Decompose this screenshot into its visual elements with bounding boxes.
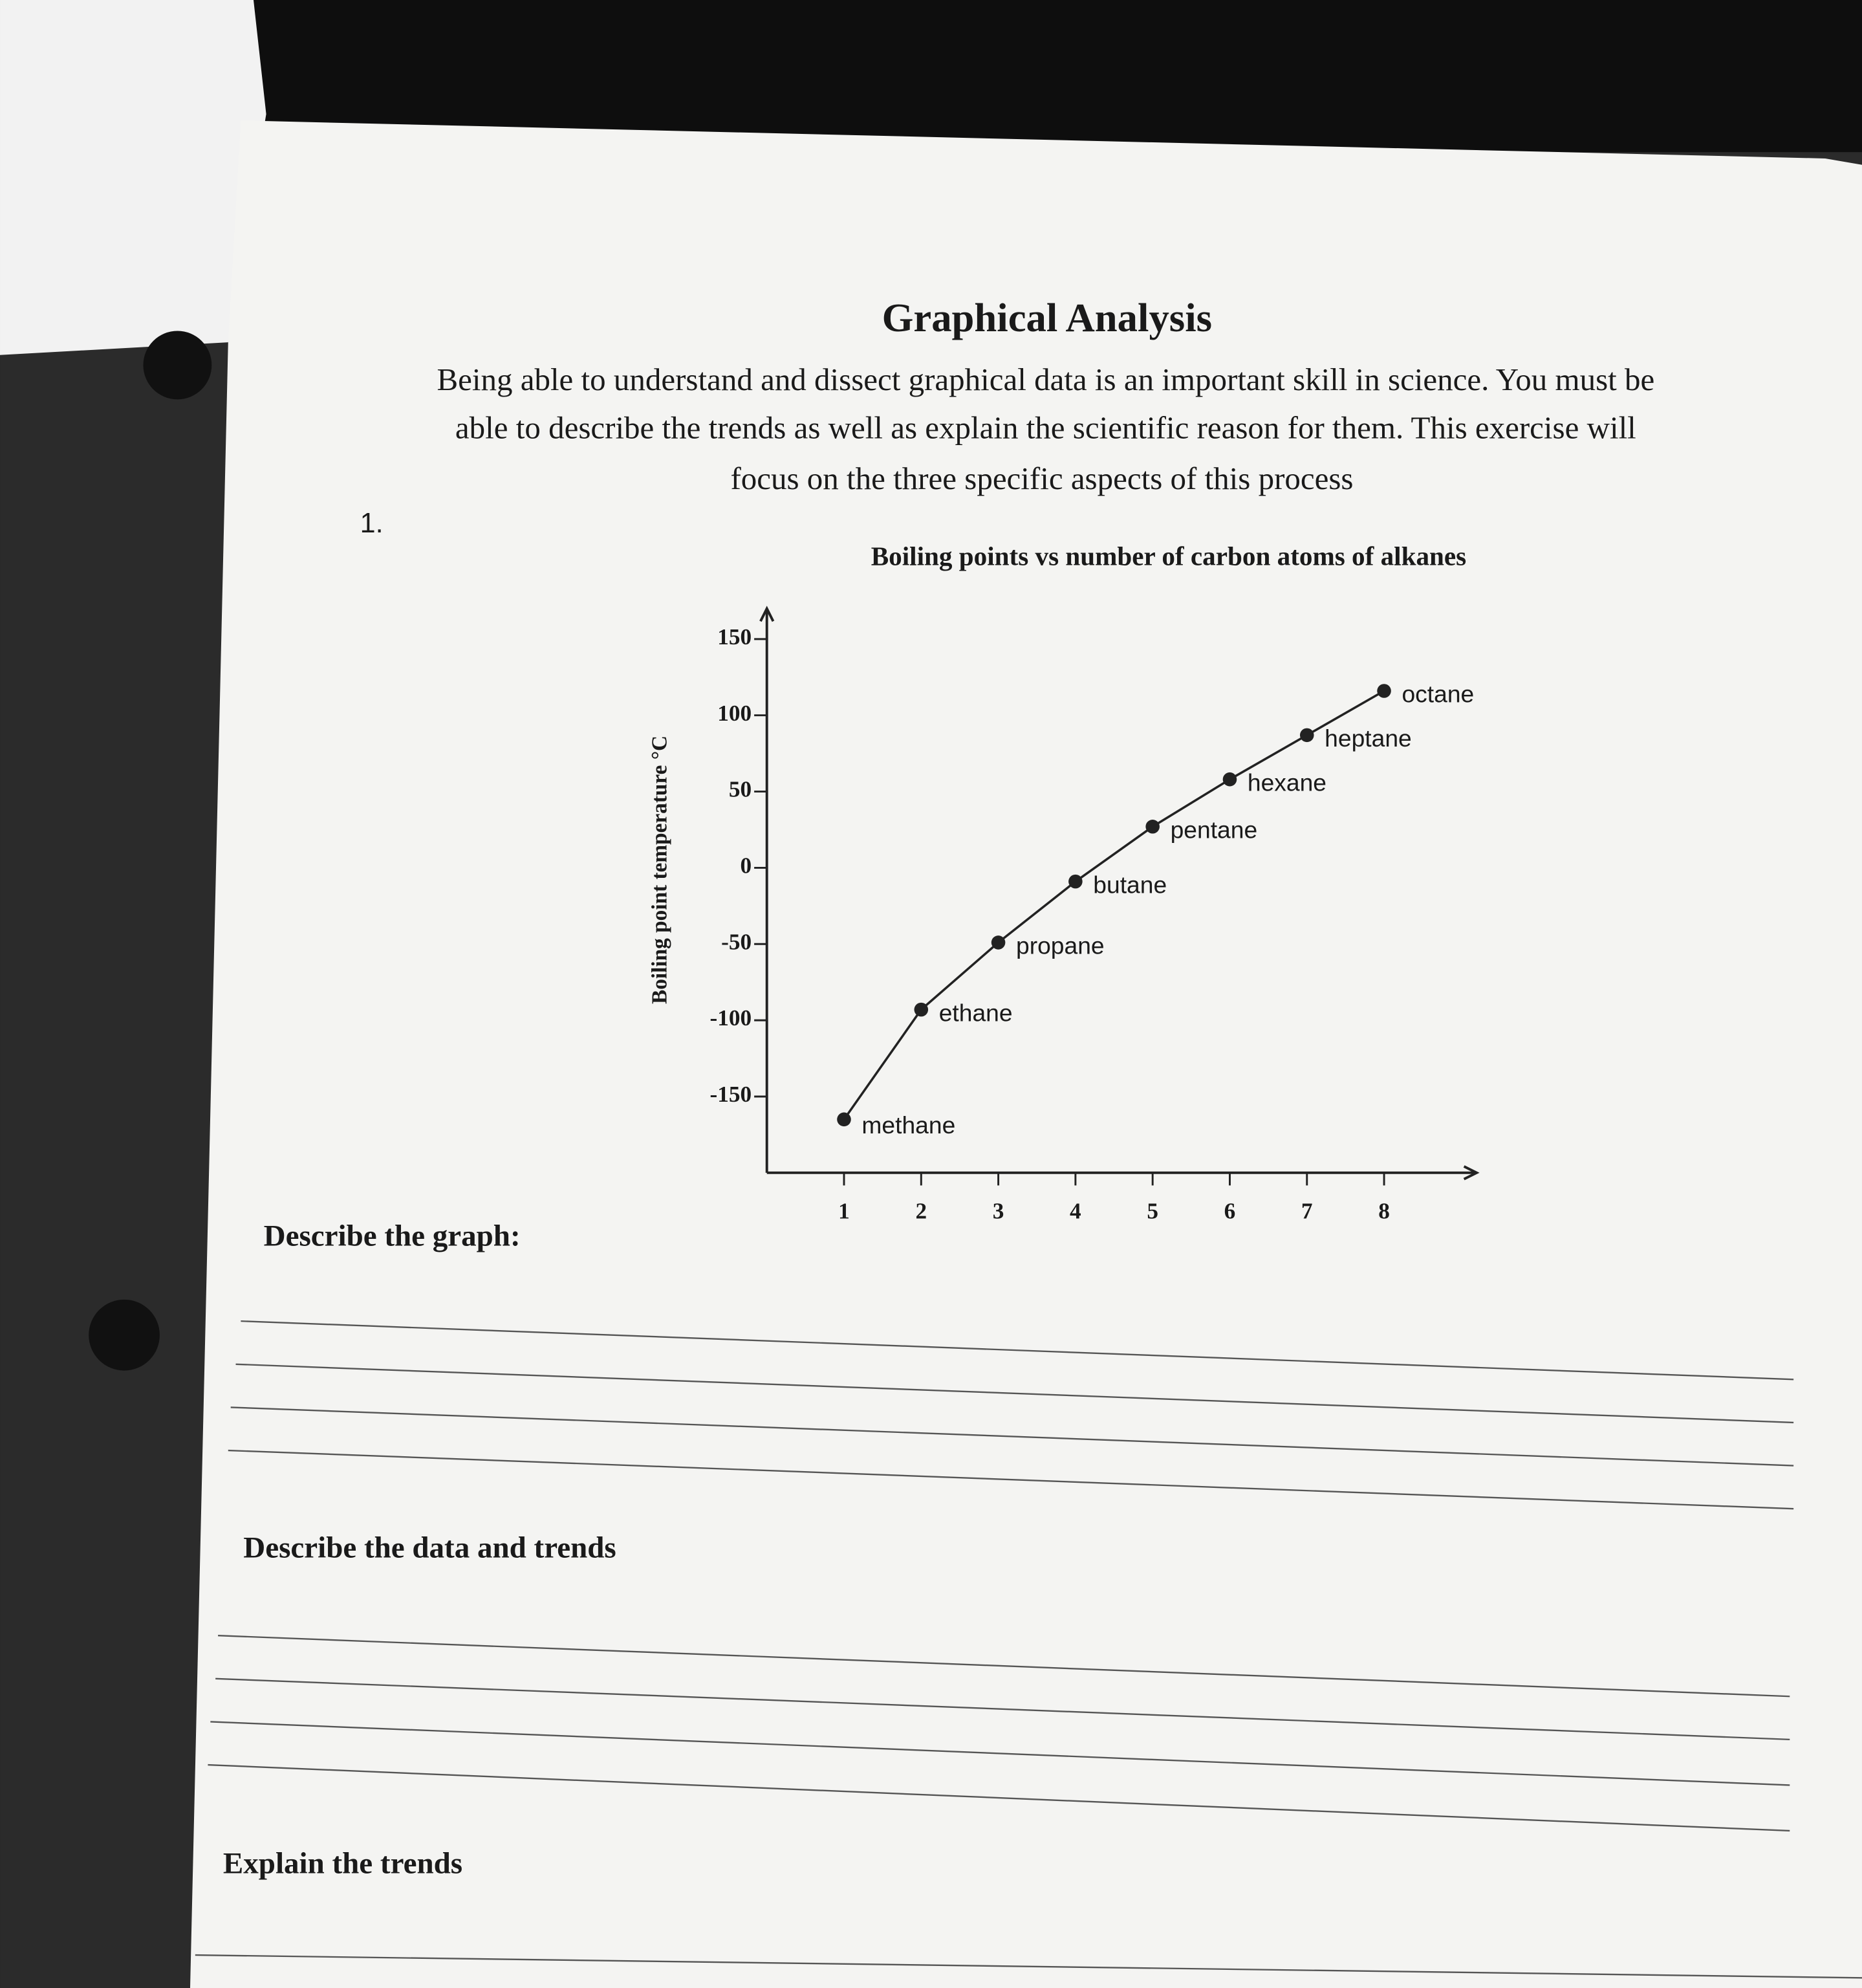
data-point bbox=[1222, 772, 1237, 787]
paper-corner bbox=[0, 0, 266, 355]
paper bbox=[189, 120, 1862, 1988]
point-label: octane bbox=[1402, 681, 1474, 708]
data-point bbox=[1068, 874, 1083, 889]
data-point bbox=[1299, 728, 1314, 743]
point-label: methane bbox=[861, 1111, 955, 1139]
data-point bbox=[837, 1112, 851, 1127]
x-tick-label: 3 bbox=[993, 1199, 1004, 1224]
data-point bbox=[1145, 819, 1160, 834]
point-label: hexane bbox=[1248, 769, 1326, 796]
point-label: heptane bbox=[1325, 725, 1412, 752]
point-label: propane bbox=[1016, 932, 1105, 959]
y-tick-label: 150 bbox=[717, 624, 752, 650]
intro-line: able to describe the trends as well as e… bbox=[455, 410, 1636, 446]
data-point bbox=[991, 935, 1006, 950]
y-tick-label: 50 bbox=[729, 777, 752, 802]
data-point bbox=[914, 1002, 929, 1017]
y-tick-label: -100 bbox=[710, 1005, 752, 1031]
title: Graphical Analysis bbox=[882, 295, 1212, 340]
x-tick-label: 5 bbox=[1147, 1199, 1158, 1224]
x-tick-label: 7 bbox=[1301, 1199, 1313, 1224]
chart-title: Boiling points vs number of carbon atoms… bbox=[871, 541, 1466, 571]
intro-line: Being able to understand and dissect gra… bbox=[437, 362, 1654, 397]
y-tick-label: -50 bbox=[721, 929, 752, 954]
point-label: ethane bbox=[939, 999, 1013, 1026]
prompt: Describe the graph: bbox=[264, 1219, 521, 1253]
data-point bbox=[1377, 684, 1391, 698]
point-label: butane bbox=[1093, 871, 1167, 898]
intro-line: focus on the three specific aspects of t… bbox=[730, 461, 1353, 496]
answer-lines bbox=[195, 1320, 1862, 1979]
punch-hole bbox=[89, 1299, 160, 1371]
y-tick-label: 100 bbox=[717, 701, 752, 726]
arrow bbox=[759, 606, 775, 622]
punch-hole bbox=[143, 331, 212, 400]
x-tick-label: 4 bbox=[1070, 1199, 1081, 1224]
x-tick-label: 8 bbox=[1378, 1199, 1390, 1224]
x-tick-label: 1 bbox=[838, 1199, 850, 1224]
question-number: 1. bbox=[360, 508, 384, 539]
y-tick-label: -150 bbox=[710, 1082, 752, 1107]
y-tick-label: 0 bbox=[741, 853, 752, 879]
x-tick-label: 6 bbox=[1224, 1199, 1236, 1224]
x-tick-label: 2 bbox=[915, 1199, 927, 1224]
prompt: Explain the trends bbox=[223, 1847, 462, 1881]
data-line bbox=[843, 690, 1385, 1120]
prompt: Describe the data and trends bbox=[243, 1531, 616, 1565]
arrow bbox=[1463, 1165, 1480, 1181]
point-label: pentane bbox=[1171, 816, 1258, 843]
y-axis-label: Boiling point temperature °C bbox=[648, 736, 672, 1004]
